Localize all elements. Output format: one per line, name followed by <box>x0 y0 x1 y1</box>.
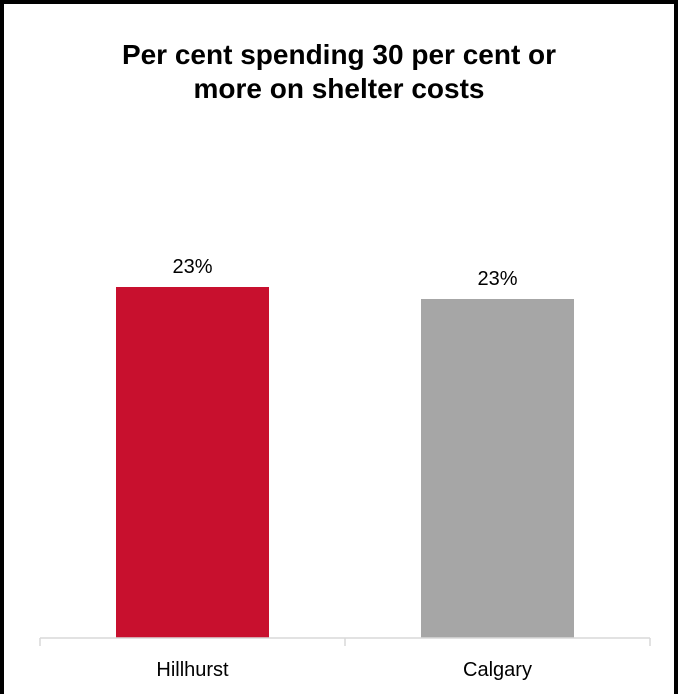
data-label-calgary: 23% <box>477 268 517 290</box>
bar-hillhurst <box>116 287 269 638</box>
data-label-hillhurst: 23% <box>172 256 212 278</box>
chart-title: Per cent spending 30 per cent or more on… <box>4 38 674 106</box>
x-tick-label-calgary: Calgary <box>463 659 532 681</box>
x-tick-label-hillhurst: Hillhurst <box>156 659 229 681</box>
chart-title-line-1: Per cent spending 30 per cent or <box>121 39 557 70</box>
bar-calgary <box>421 299 574 638</box>
chart-title-line-2: more on shelter costs <box>193 73 485 104</box>
